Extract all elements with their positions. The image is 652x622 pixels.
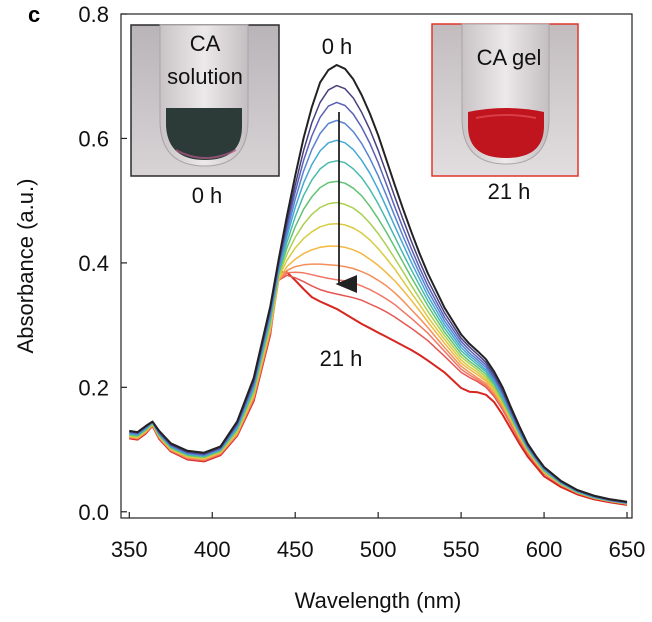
y-tick-label: 0.2 [78, 375, 109, 400]
x-axis-title: Wavelength (nm) [295, 588, 462, 613]
x-axis: 350 400 450 500 550 600 650 [111, 512, 645, 562]
spectrum-line-10 [129, 263, 628, 505]
solution-liquid [166, 108, 242, 160]
y-axis: 0.0 0.2 0.4 0.6 0.8 [78, 2, 127, 525]
panel-letter: c [28, 2, 40, 27]
y-axis-title: Absorbance (a.u.) [13, 179, 38, 354]
gel-highlight [475, 114, 537, 119]
x-tick-label: 400 [194, 537, 231, 562]
x-tick-label: 650 [609, 537, 646, 562]
inset-ca-gel: CA gel 21 h [431, 23, 579, 204]
spectrum-line-12 [129, 274, 628, 506]
inset-solution-title-1: CA [190, 31, 221, 56]
x-tick-label: 350 [111, 537, 148, 562]
spectrum-line-3 [129, 119, 628, 504]
inset-gel-caption: 21 h [488, 179, 531, 204]
y-tick-label: 0.0 [78, 500, 109, 525]
annotation-start-time: 0 h [322, 34, 353, 59]
y-tick-label: 0.6 [78, 126, 109, 151]
spectra-series [129, 64, 628, 506]
inset-solution-caption: 0 h [192, 183, 223, 208]
spectrum-line-0 [129, 64, 628, 503]
inset-gel-title: CA gel [477, 45, 542, 70]
plot-frame [120, 13, 633, 519]
y-tick-label: 0.8 [78, 2, 109, 27]
x-tick-label: 600 [526, 537, 563, 562]
gel-red [468, 108, 544, 158]
x-tick-label: 500 [360, 537, 397, 562]
inset-solution-title-2: solution [167, 64, 243, 89]
x-tick-label: 450 [277, 537, 314, 562]
x-tick-label: 550 [443, 537, 480, 562]
annotation-end-time: 21 h [320, 346, 363, 371]
solution-meniscus [175, 149, 237, 159]
y-tick-label: 0.4 [78, 251, 109, 276]
spectrum-line-9 [129, 245, 628, 505]
inset-ca-solution: CA solution 0 h [130, 24, 280, 208]
